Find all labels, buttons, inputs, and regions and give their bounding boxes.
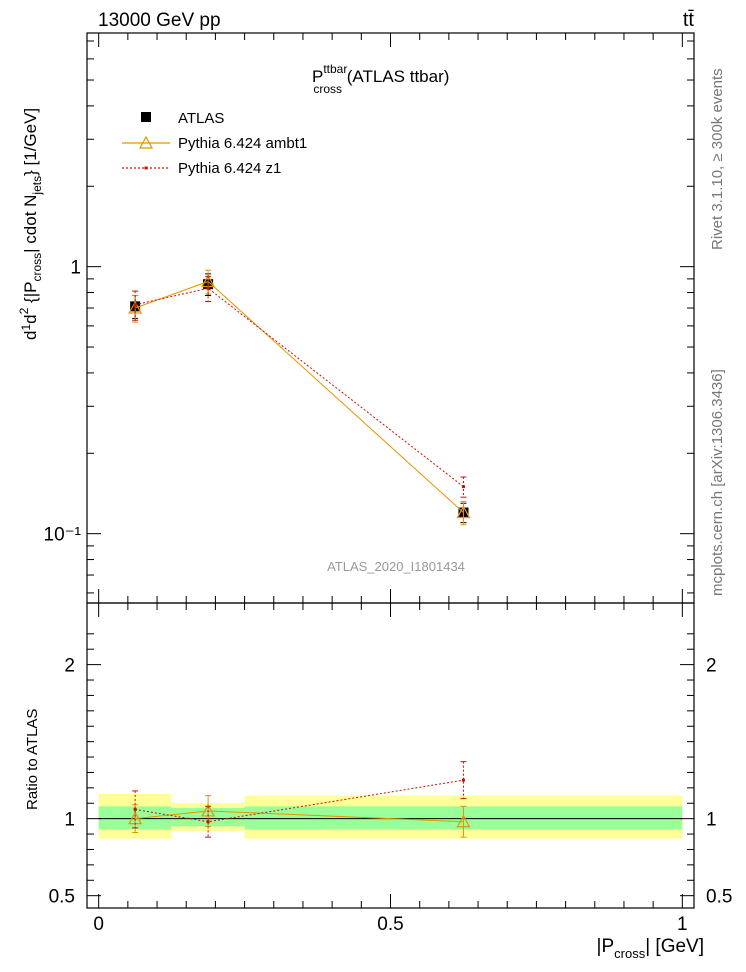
x-axis-label-rest: | [GeV] — [645, 936, 704, 957]
ratio-z1-point — [206, 820, 210, 824]
legend-z1-marker — [144, 166, 148, 170]
legend: ATLAS Pythia 6.424 ambt1 Pythia 6.424 z1 — [122, 110, 307, 177]
ratio-y-axis-label: Ratio to ATLAS — [24, 709, 41, 810]
process-label: tt̄ — [683, 9, 695, 31]
legend-z1-label: Pythia 6.424 z1 — [178, 160, 281, 177]
main-y-tick-label: 10⁻¹ — [44, 525, 82, 546]
legend-atlas-marker — [141, 112, 151, 122]
plot-title-sup: ttbar — [323, 62, 347, 76]
ratio-z1-point — [133, 807, 137, 811]
legend-ambt1-label: Pythia 6.424 ambt1 — [178, 135, 307, 152]
x-tick-label: 0 — [93, 914, 104, 935]
main-y-ticks: 10⁻¹ 1 — [44, 40, 694, 594]
ratio-z1-point — [461, 778, 465, 782]
ambt1-point — [456, 505, 471, 519]
mcplots-label: mcplots.cern.ch [arXiv:1306.3436] — [709, 369, 726, 596]
ratio-series — [128, 761, 471, 838]
z1-point — [461, 485, 465, 489]
x-tick-label: 1 — [677, 914, 688, 935]
energy-label: 13000 GeV pp — [98, 10, 221, 31]
legend-atlas-label: ATLAS — [178, 110, 224, 127]
rivet-label: Rivet 3.1.10, ≥ 300k events — [709, 68, 726, 250]
main-y-axis-label: d1d2 {|Pcross| cdot Njets} [1/GeV] — [17, 108, 44, 340]
x-axis-label: |Pcross| [GeV] — [597, 936, 704, 961]
x-ticks: 0 0.5 1 — [93, 33, 688, 935]
ambt1-point — [201, 274, 216, 288]
ratio-y-tick-label-left: 1 — [64, 810, 75, 831]
z1-point — [206, 286, 210, 290]
x-axis-label-sub: cross — [614, 946, 646, 961]
ratio-ambt1-point — [456, 814, 471, 828]
z1-line — [135, 287, 464, 488]
main-y-tick-label: 1 — [70, 258, 81, 279]
svg-text:d1d2 {|Pcross| cdot Njets} [1/: d1d2 {|Pcross| cdot Njets} [1/GeV] — [17, 108, 44, 340]
ratio-y-tick-label-left: 2 — [64, 656, 75, 677]
plot-title-rest: (ATLAS ttbar) — [342, 67, 449, 86]
plot-title-main: P — [312, 67, 323, 86]
plot-title-sub: cross — [313, 82, 342, 96]
ratio-y-tick-label-left: 0.5 — [49, 887, 75, 908]
ratio-plot-frame — [86, 602, 695, 909]
ambt1-line — [134, 280, 464, 513]
x-tick-label: 0.5 — [377, 914, 403, 935]
legend-ambt1-marker — [138, 135, 154, 149]
main-series — [128, 269, 471, 526]
ratio-y-tick-label-right: 0.5 — [706, 887, 732, 908]
x-axis-label-main: |P — [597, 936, 615, 957]
analysis-id: ATLAS_2020_I1801434 — [327, 559, 465, 574]
z1-point — [133, 303, 137, 307]
ratio-y-ticks: 0.5 0.5 1 1 2 2 — [49, 633, 732, 908]
ratio-bands — [98, 794, 683, 839]
plot-title: Pttbar cross (ATLAS ttbar) — [312, 62, 449, 96]
ratio-y-tick-label-right: 2 — [706, 656, 717, 677]
ratio-y-tick-label-right: 1 — [706, 810, 717, 831]
